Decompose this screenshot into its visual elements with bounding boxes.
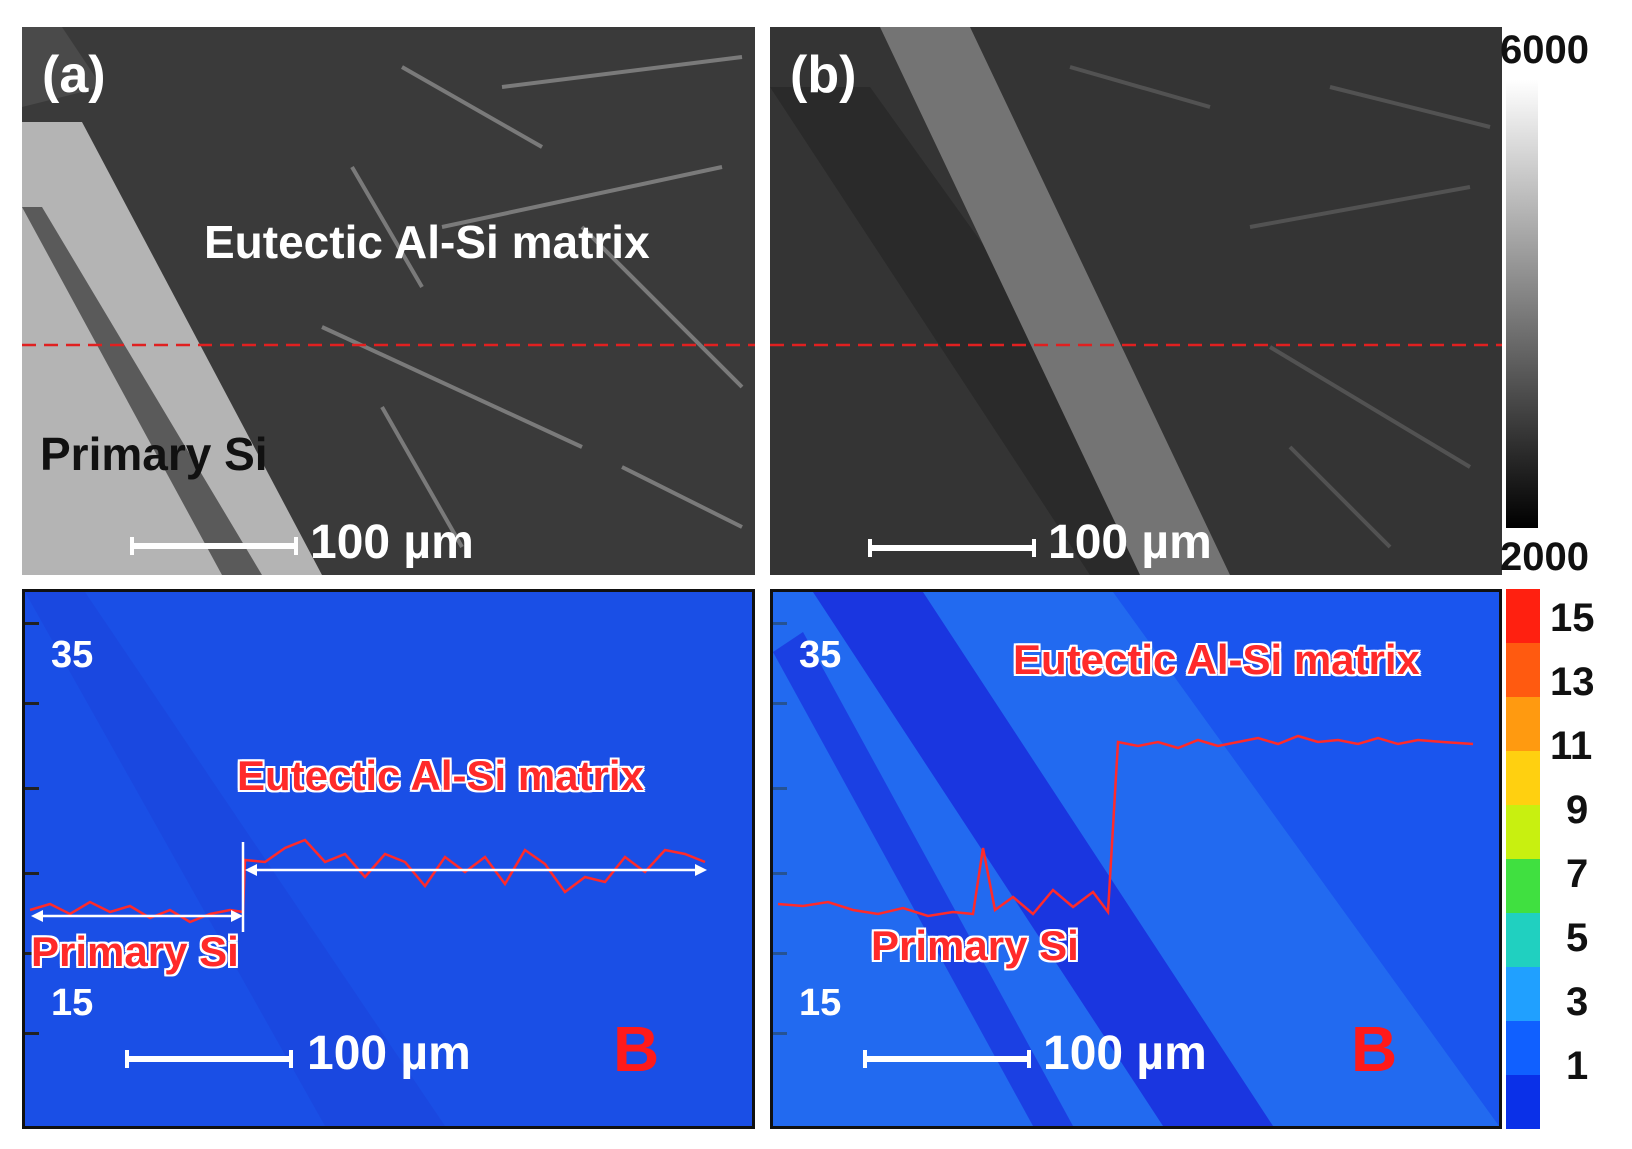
panel-d-boron-map: 35 15 Eutectic Al-Si matrix Primary Si 1… bbox=[770, 589, 1502, 1129]
gray-bar-max: 6000 bbox=[1500, 28, 1589, 72]
panel-b-scale-text: 100 µm bbox=[1048, 516, 1212, 569]
panel-a-primary-label: Primary Si bbox=[40, 428, 268, 480]
panel-b-sem-image: (b) 100 µm bbox=[770, 27, 1502, 575]
panel-c-matrix-label: Eutectic Al-Si matrix bbox=[237, 752, 644, 799]
panel-a-microstructure bbox=[22, 27, 755, 575]
color-scale-bar bbox=[1506, 589, 1540, 1129]
gray-intensity-bar bbox=[1506, 80, 1538, 528]
panel-c-line-profile bbox=[25, 592, 707, 1126]
color-bar-tick-7: 7 bbox=[1566, 852, 1589, 896]
panel-b-tag: (b) bbox=[790, 46, 857, 104]
color-bar-tick-5: 5 bbox=[1566, 916, 1589, 960]
color-bar-tick-1: 1 bbox=[1566, 1044, 1589, 1088]
panel-b-microstructure bbox=[770, 27, 1502, 575]
panel-d-axis-bottom: 15 bbox=[799, 982, 842, 1024]
panel-d-element-label: B bbox=[1351, 1013, 1398, 1085]
panel-d-matrix-label: Eutectic Al-Si matrix bbox=[1013, 636, 1420, 683]
panel-c-element-label: B bbox=[613, 1013, 660, 1085]
color-bar-tick-15: 15 bbox=[1550, 596, 1595, 640]
panel-a-scale-bar bbox=[130, 537, 298, 555]
panel-a-sem-image: (a) Eutectic Al-Si matrix Primary Si 100… bbox=[22, 27, 755, 575]
panel-a-scale-text: 100 µm bbox=[310, 516, 474, 569]
panel-b-scale-bar bbox=[868, 539, 1036, 557]
panel-d-axis-top: 35 bbox=[799, 634, 842, 676]
color-bar-tick-13: 13 bbox=[1550, 660, 1595, 704]
panel-c-scale-text: 100 µm bbox=[307, 1027, 471, 1080]
color-bar-tick-9: 9 bbox=[1566, 788, 1589, 832]
panel-a-matrix-label: Eutectic Al-Si matrix bbox=[204, 216, 650, 268]
panel-d-profile-line bbox=[777, 734, 1474, 918]
panel-d-primary-label: Primary Si bbox=[871, 922, 1079, 969]
panel-d-scale-text: 100 µm bbox=[1043, 1027, 1207, 1080]
panel-c-primary-label: Primary Si bbox=[31, 928, 239, 975]
panel-a-tag: (a) bbox=[42, 46, 106, 104]
panel-c-scale-bar bbox=[125, 1050, 293, 1068]
panel-c-profile-line bbox=[29, 838, 706, 924]
panel-d-scale-bar bbox=[863, 1050, 1031, 1068]
gray-bar-min: 2000 bbox=[1500, 535, 1589, 579]
panel-d-line-profile bbox=[773, 592, 1499, 1126]
panel-c-axis-bottom: 15 bbox=[51, 982, 94, 1024]
panel-c-axis-top: 35 bbox=[51, 634, 94, 676]
color-bar-tick-11: 11 bbox=[1550, 724, 1593, 768]
color-bar-tick-3: 3 bbox=[1566, 980, 1589, 1024]
panel-c-boron-map: 35 15 Eutectic Al-Si matrix Primary Si 1… bbox=[22, 589, 755, 1129]
